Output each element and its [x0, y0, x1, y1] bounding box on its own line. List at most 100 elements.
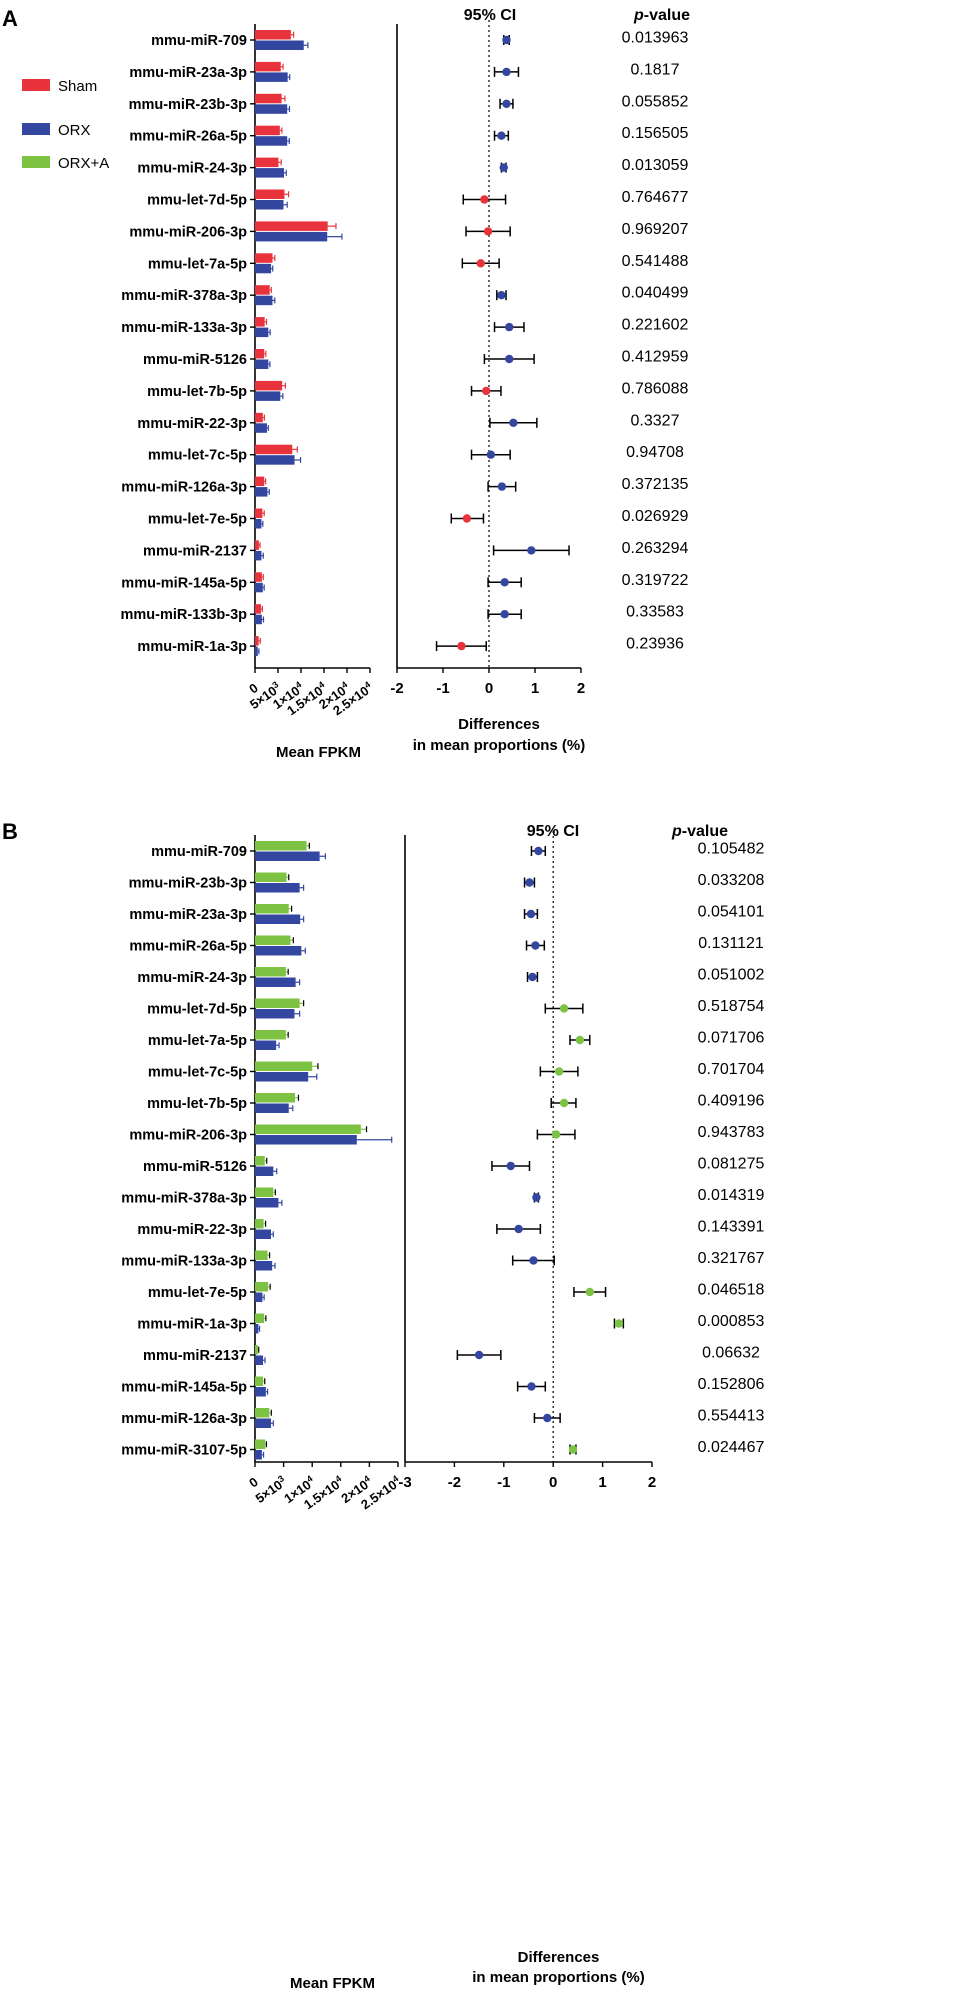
p-value: 0.131121	[698, 935, 764, 952]
ci-point	[614, 1319, 624, 1328]
p-value: 0.06632	[702, 1345, 760, 1362]
bar-sham	[255, 508, 263, 518]
pvalue-header-p: p	[671, 823, 682, 840]
bar-sham	[255, 189, 285, 199]
category-label: mmu-miR-22-3p	[137, 416, 247, 432]
p-value: 0.23936	[626, 636, 684, 653]
bar-x-axis-label: Mean FPKM	[276, 744, 361, 761]
pvalue-header: p-value	[671, 823, 728, 840]
panel-a: A 95% CI p-value mmu-miR-709 mmu-miR-23a-3p m…	[2, 6, 690, 761]
category-label: mmu-miR-133a-3p	[121, 320, 247, 336]
ci-point	[505, 322, 514, 332]
bar-orx-a	[255, 1282, 269, 1292]
bar-sham	[255, 604, 261, 614]
ci-x-axis-label-line1: Differences	[458, 716, 540, 733]
category-label: mmu-miR-133b-3p	[121, 607, 248, 623]
bar-orx	[255, 1355, 264, 1365]
bar-orx-a	[255, 1124, 361, 1134]
category-label: mmu-miR-709	[151, 844, 247, 860]
ci-x-tick-label: 1	[598, 1474, 606, 1491]
bar-sham	[255, 444, 293, 455]
p-value: 0.943783	[698, 1124, 765, 1141]
ci-x-tick-label: 1	[531, 680, 539, 697]
ci-x-tick-label: -2	[448, 1474, 461, 1491]
ci-point	[551, 1130, 561, 1139]
category-label: mmu-miR-206-3p	[129, 224, 247, 240]
bar-orx-a	[255, 998, 300, 1008]
bar-orx	[255, 104, 288, 114]
bar-orx	[255, 263, 272, 274]
ci-x-tick-label: 2	[648, 1474, 656, 1491]
bar-orx	[255, 200, 284, 210]
ci-point	[509, 418, 518, 427]
p-value: 0.33583	[626, 604, 684, 621]
category-label: mmu-miR-26a-5p	[129, 129, 247, 145]
bar-sham	[255, 349, 265, 359]
p-value: 0.263294	[622, 540, 689, 557]
ci-point	[457, 641, 466, 651]
tick-exp: 4	[316, 679, 326, 690]
ci-point	[480, 195, 489, 204]
ci-x-axis-label-line2: in mean proportions (%)	[413, 737, 586, 754]
p-value: 0.033208	[698, 872, 765, 889]
p-value: 0.969207	[622, 221, 689, 238]
p-value: 0.156505	[622, 125, 689, 142]
ci-point	[527, 1382, 536, 1391]
bar-sham	[255, 380, 283, 391]
bar-orx-a	[255, 1093, 296, 1103]
p-value: 0.319722	[622, 572, 689, 589]
ci-x-tick-label: -1	[497, 1474, 510, 1491]
ci-point	[575, 1035, 585, 1045]
bar-orx	[255, 1040, 277, 1050]
bar-orx	[255, 1229, 272, 1239]
ci-point	[482, 386, 491, 396]
legend-swatch-sham	[22, 79, 50, 91]
bar-sham	[255, 221, 328, 231]
bar-orx	[255, 1387, 266, 1397]
ci-point	[486, 450, 496, 459]
bar-orx	[255, 327, 269, 338]
bar-orx	[255, 72, 288, 82]
bar-orx	[255, 550, 262, 561]
panel-label: B	[2, 819, 18, 844]
p-value: 0.013963	[622, 30, 689, 47]
bar-orx	[255, 1135, 357, 1145]
category-label: mmu-miR-126a-3p	[121, 1411, 247, 1427]
bar-orx-a	[255, 1313, 265, 1323]
category-label: mmu-miR-3107-5p	[121, 1443, 247, 1459]
bar-orx	[255, 1450, 262, 1460]
category-label: mmu-let-7e-5p	[148, 512, 247, 528]
category-label: mmu-let-7b-5p	[147, 384, 247, 400]
bar-sham	[255, 285, 270, 295]
category-label: mmu-miR-23b-3p	[129, 876, 248, 892]
category-label: mmu-miR-24-3p	[137, 161, 247, 177]
ci-point	[543, 1413, 552, 1423]
bar-orx	[255, 1292, 263, 1302]
bar-orx	[255, 914, 301, 924]
ci-x-tick-label: 0	[485, 680, 493, 697]
ci-x-axis-label-line1: Differences	[518, 1949, 600, 1966]
p-value: 0.054101	[698, 904, 765, 921]
bar-sham	[255, 476, 265, 487]
bar-orx-a	[255, 904, 289, 914]
category-label: mmu-miR-206-3p	[129, 1128, 247, 1144]
category-label: mmu-miR-145a-5p	[121, 575, 247, 591]
legend-swatch-orx-a	[22, 156, 50, 168]
category-label: mmu-miR-24-3p	[137, 970, 247, 986]
bar-orx	[255, 136, 288, 146]
bar-orx-a	[255, 1408, 270, 1418]
p-value: 0.051002	[698, 967, 765, 984]
bar-sham	[255, 540, 259, 550]
ci-point	[531, 941, 540, 950]
bar-orx	[255, 977, 296, 987]
legend-swatch-orx	[22, 123, 50, 135]
ci-point	[497, 131, 506, 140]
ci-point	[527, 546, 536, 555]
tick-exp: 4	[362, 1473, 372, 1484]
bar-orx	[255, 455, 295, 465]
category-label: mmu-miR-5126	[143, 352, 247, 368]
p-value: 0.409196	[698, 1093, 765, 1110]
pvalue-header-p: p	[633, 7, 644, 24]
p-value: 0.046518	[698, 1282, 765, 1299]
